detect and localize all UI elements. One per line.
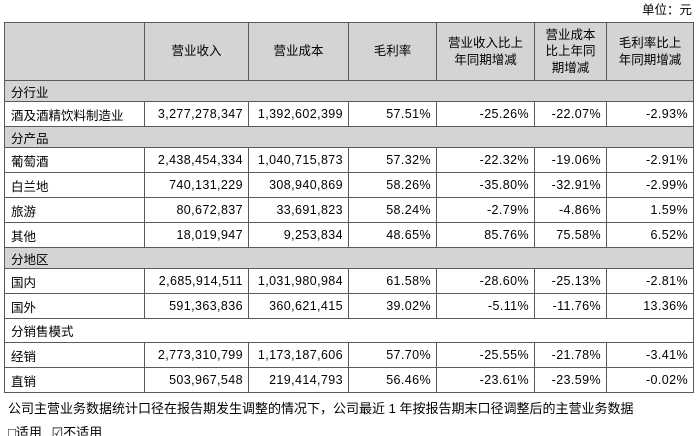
value-cell: -25.13% [534,268,607,294]
adjustment-note: 公司主营业务数据统计口径在报告期发生调整的情况下，公司最近 1 年按报告期末口径… [8,401,634,416]
value-cell: 57.70% [348,342,437,368]
value-cell: 33,691,823 [248,197,349,223]
not-applicable-checkbox-option: ☑不适用 [51,425,103,436]
value-cell: 39.02% [348,293,437,319]
value-cell: 6.52% [606,222,694,248]
value-cell: 9,253,834 [248,222,349,248]
applicable-checkbox-option: □适用 [8,425,42,436]
value-cell: -32.91% [534,172,607,198]
value-cell: 13.36% [606,293,694,319]
row-label: 其他 [4,222,145,248]
value-cell: 58.26% [348,172,437,198]
value-cell: -11.76% [534,293,607,319]
table-row: 经销 2,773,310,799 1,173,187,606 57.70% -25.55… [4,342,694,368]
row-label: 直销 [4,367,145,393]
value-cell: 57.51% [348,101,437,127]
section-title: 分行业 [4,80,694,102]
value-cell: -23.59% [534,367,607,393]
table-row: 酒及酒精饮料制造业 3,277,278,347 1,392,602,399 57.51… [4,101,694,127]
col-header-gross-margin: 毛利率 [348,22,437,81]
table-header-row: 营业收入 营业成本 毛利率 营业收入比上 年同期增减 营业成本 比上年同 期增减… [4,22,694,81]
row-label: 国外 [4,293,145,319]
table-row: 直销 503,967,548 219,414,793 56.46% -23.61% -23… [4,367,694,393]
value-cell: 1,031,980,984 [248,268,349,294]
value-cell: 57.32% [348,147,437,173]
section-row: 分行业 [4,80,694,102]
value-cell: -19.06% [534,147,607,173]
value-cell: -22.07% [534,101,607,127]
table-row: 白兰地 740,131,229 308,940,869 58.26% -35.80% -3… [4,172,694,198]
section-row: 分产品 [4,126,694,148]
table-row: 其他 18,019,947 9,253,834 48.65% 85.76% 75.58% 6… [4,222,694,248]
row-label: 经销 [4,342,145,368]
value-cell: -3.41% [606,342,694,368]
value-cell: -5.11% [436,293,535,319]
row-label: 酒及酒精饮料制造业 [4,101,145,127]
value-cell: 1,392,602,399 [248,101,349,127]
value-cell: 48.65% [348,222,437,248]
value-cell: -0.02% [606,367,694,393]
value-cell: 1.59% [606,197,694,223]
value-cell: -2.91% [606,147,694,173]
table-row: 葡萄酒 2,438,454,334 1,040,715,873 57.32% -22.3… [4,147,694,173]
table-body: 分行业 酒及酒精饮料制造业 3,277,278,347 1,392,602,399 57… [4,80,694,393]
value-cell: -2.81% [606,268,694,294]
section-title: 分地区 [4,247,694,269]
section-title: 分销售模式 [4,318,694,343]
row-label: 国内 [4,268,145,294]
table-row: 国内 2,685,914,511 1,031,980,984 61.58% -28.60… [4,268,694,294]
value-cell: 75.58% [534,222,607,248]
col-header-cost: 营业成本 [248,22,349,81]
value-cell: -21.78% [534,342,607,368]
value-cell: 503,967,548 [144,367,249,393]
section-row: 分销售模式 [4,318,694,343]
value-cell: 56.46% [348,367,437,393]
main-business-table: 营业收入 营业成本 毛利率 营业收入比上 年同期增减 营业成本 比上年同 期增减… [4,22,694,393]
col-header-revenue-yoy: 营业收入比上 年同期增减 [436,22,535,81]
row-label: 葡萄酒 [4,147,145,173]
value-cell: 61.58% [348,268,437,294]
row-label: 白兰地 [4,172,145,198]
value-cell: -28.60% [436,268,535,294]
value-cell: 740,131,229 [144,172,249,198]
section-row: 分地区 [4,247,694,269]
value-cell: 1,040,715,873 [248,147,349,173]
value-cell: -25.55% [436,342,535,368]
value-cell: 18,019,947 [144,222,249,248]
row-label: 旅游 [4,197,145,223]
unit-label: 单位：元 [641,3,692,17]
col-header-blank [4,22,145,81]
col-header-revenue: 营业收入 [144,22,249,81]
value-cell: 1,173,187,606 [248,342,349,368]
value-cell: -25.26% [436,101,535,127]
value-cell: 308,940,869 [248,172,349,198]
value-cell: -4.86% [534,197,607,223]
value-cell: -35.80% [436,172,535,198]
value-cell: 219,414,793 [248,367,349,393]
col-header-margin-yoy: 毛利率比上 年同期增减 [606,22,694,81]
value-cell: -22.32% [436,147,535,173]
value-cell: -2.93% [606,101,694,127]
value-cell: 3,277,278,347 [144,101,249,127]
value-cell: -2.79% [436,197,535,223]
col-header-cost-yoy: 营业成本 比上年同 期增减 [534,22,607,81]
value-cell: 591,363,836 [144,293,249,319]
section-title: 分产品 [4,126,694,148]
value-cell: 58.24% [348,197,437,223]
value-cell: -23.61% [436,367,535,393]
value-cell: 85.76% [436,222,535,248]
applicability-line: □适用 ☑不适用 [8,425,692,436]
value-cell: 360,621,415 [248,293,349,319]
value-cell: 80,672,837 [144,197,249,223]
value-cell: 2,773,310,799 [144,342,249,368]
table-row: 国外 591,363,836 360,621,415 39.02% -5.11% -11.… [4,293,694,319]
value-cell: -2.99% [606,172,694,198]
table-row: 旅游 80,672,837 33,691,823 58.24% -2.79% -4.86%… [4,197,694,223]
value-cell: 2,685,914,511 [144,268,249,294]
value-cell: 2,438,454,334 [144,147,249,173]
